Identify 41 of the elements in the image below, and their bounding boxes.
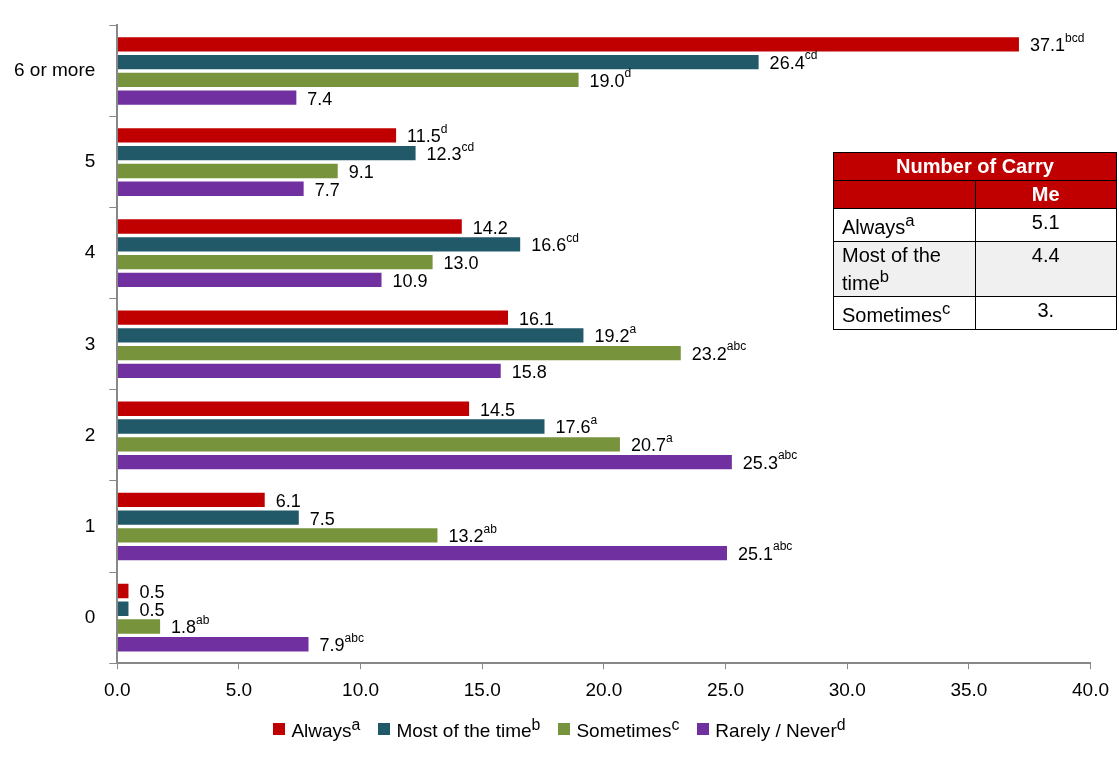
- data-label: 13.0: [443, 253, 479, 274]
- y-tick-label: 4: [84, 241, 96, 263]
- annotation: 3.: [975, 296, 1117, 330]
- data-label: 14.2: [472, 217, 508, 238]
- data-label: 9.1: [348, 161, 374, 182]
- x-tick-label: 15.0: [463, 678, 501, 700]
- y-tick-label: 2: [84, 423, 96, 445]
- data-label: 7.4: [307, 88, 333, 109]
- annotation: Sometimes$^{c}$: [833, 296, 975, 330]
- annotation: 4.4: [975, 241, 1117, 297]
- annotation: 5.1: [975, 208, 1117, 242]
- legend-label: Most of the time$^{b}$: [396, 716, 541, 743]
- data-label: 0.5: [139, 581, 165, 602]
- annotation: Most of the time$^{b}$: [833, 241, 975, 297]
- y-tick-label: 1: [84, 514, 96, 536]
- legend-label: Always$^{a}$: [291, 716, 361, 743]
- x-tick-label: 35.0: [950, 678, 988, 700]
- legend-label: Rarely / Never$^{d}$: [715, 716, 846, 743]
- annotation: Me: [975, 180, 1117, 209]
- y-tick-label: 6 or more: [13, 59, 96, 81]
- data-label: 10.9: [392, 270, 428, 291]
- data-label: 14.5: [480, 399, 516, 420]
- y-tick-label: 0: [84, 605, 96, 627]
- legend-label: Sometimes$^{c}$: [576, 716, 680, 743]
- y-tick-label: 3: [84, 332, 96, 354]
- y-tick-label: 5: [84, 150, 96, 172]
- x-tick-label: 10.0: [342, 678, 380, 700]
- data-label: 15.8: [511, 361, 547, 382]
- annotation: Number of Carry: [833, 152, 1117, 181]
- data-label: 6.1: [275, 490, 301, 511]
- x-tick-label: 20.0: [585, 678, 623, 700]
- data-label: 16.1: [519, 308, 555, 329]
- x-tick-label: 25.0: [707, 678, 745, 700]
- x-tick-label: 40.0: [1072, 678, 1109, 700]
- annotation: Always$^{a}$: [833, 208, 975, 242]
- x-tick-label: 5.0: [225, 678, 253, 700]
- data-label: 7.5: [309, 508, 335, 529]
- x-tick-label: 30.0: [828, 678, 866, 700]
- data-label: 0.5: [139, 599, 165, 620]
- x-tick-label: 0.0: [104, 678, 131, 700]
- data-label: 7.7: [314, 179, 340, 200]
